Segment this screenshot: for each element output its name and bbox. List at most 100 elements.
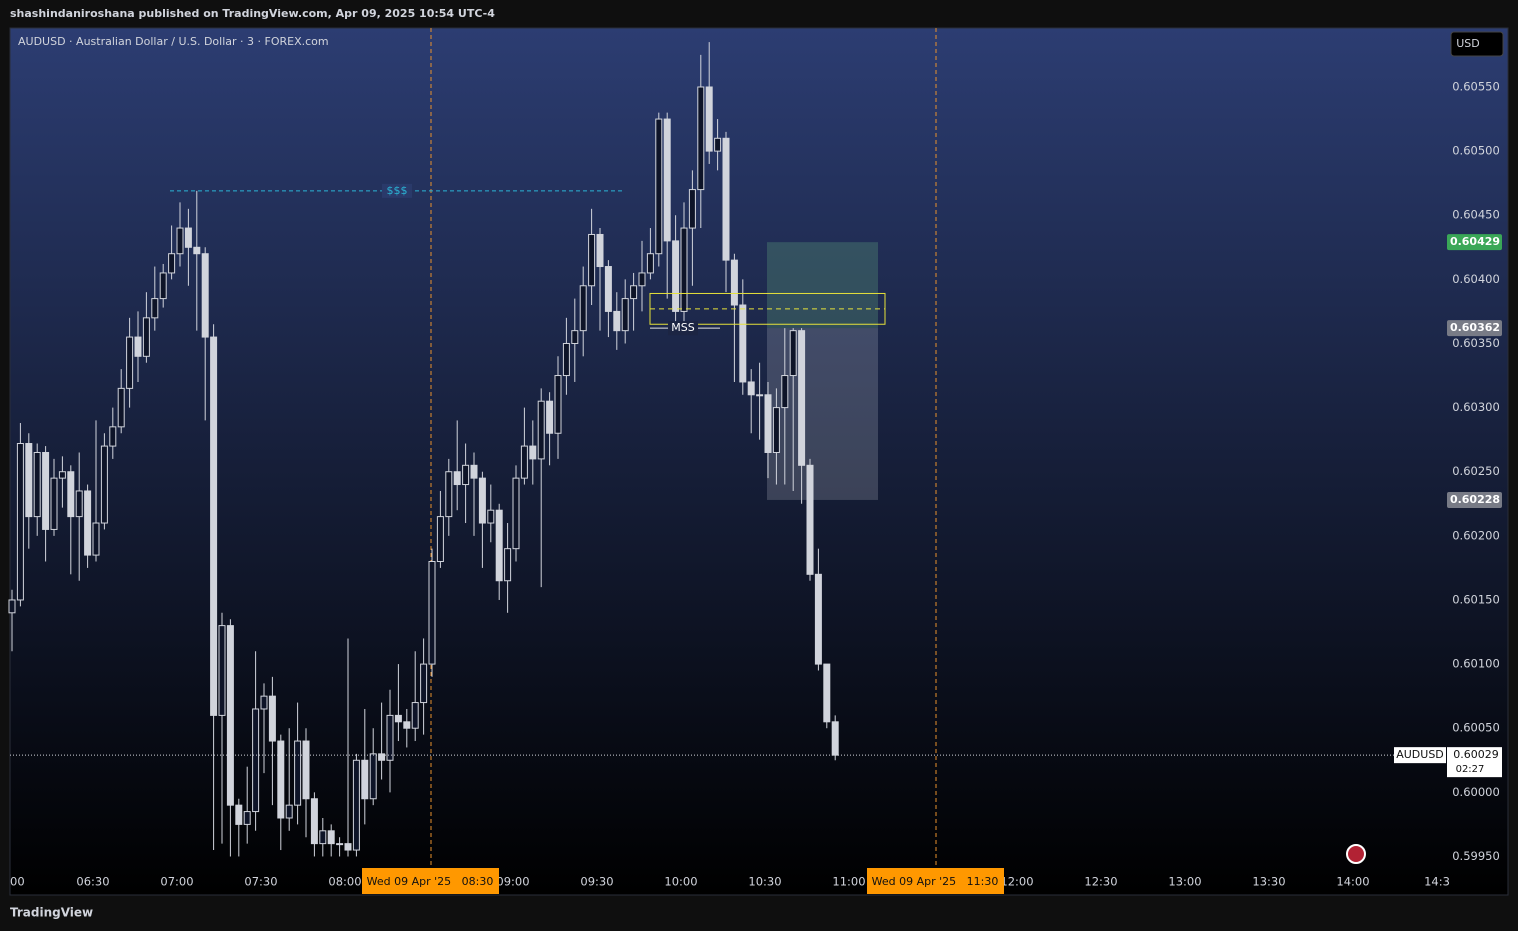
candle-body (210, 336, 218, 716)
candle-body (403, 721, 411, 729)
y-tick-label: 0.60450 (1452, 208, 1500, 222)
x-tick-label: 09:00 (496, 875, 529, 889)
x-tick-label: 08:00 (328, 875, 361, 889)
candle-body (621, 298, 629, 332)
y-tick-label: 0.60350 (1452, 336, 1500, 350)
y-tick-label: 0.60400 (1452, 272, 1500, 286)
candle-body (512, 477, 520, 550)
candle-body (680, 227, 688, 312)
candle-body (772, 407, 780, 453)
x-tick-label: 12:30 (1084, 875, 1117, 889)
candle-body (33, 451, 41, 518)
symbol-badge-label: AUDUSD (1396, 748, 1444, 761)
candle-body (798, 330, 806, 466)
candle-body (117, 387, 125, 428)
y-tick-label: 0.60200 (1452, 528, 1500, 542)
candle-body (487, 509, 495, 524)
currency-box[interactable] (1450, 31, 1504, 57)
candle-body (310, 798, 318, 845)
symbol-badge (1394, 747, 1446, 764)
candle-body (814, 573, 822, 665)
candle-body (764, 394, 772, 453)
candle-body (613, 310, 621, 332)
x-tick-label: 10:30 (748, 875, 781, 889)
candle-body (168, 253, 176, 274)
candle-body (336, 843, 344, 846)
candle-body (386, 714, 394, 761)
liquidity-label: $$$ (387, 184, 408, 197)
target-zone (767, 242, 878, 329)
x-tick-label: 13:30 (1252, 875, 1285, 889)
candle-body (319, 830, 327, 845)
candle-body (596, 233, 604, 268)
candle-body (243, 811, 251, 825)
candle-body (495, 509, 503, 582)
time-marker: Wed 09 Apr '25 08:30 (367, 875, 494, 888)
candle-body (126, 336, 134, 389)
candle-body (546, 400, 554, 434)
us-flag-icon[interactable] (1346, 844, 1366, 864)
price-badge-label: 0.60362 (1450, 321, 1500, 334)
candle-body (302, 740, 310, 800)
candle-body (436, 516, 444, 562)
candle-body (50, 477, 58, 530)
candle-body (655, 118, 663, 255)
candle-body (554, 375, 562, 434)
candle-body (781, 375, 789, 409)
candle-body (327, 830, 335, 845)
y-tick-label: 0.60300 (1452, 400, 1500, 414)
candle-body (579, 285, 587, 332)
x-tick-label: 07:00 (160, 875, 193, 889)
chart-panel (9, 27, 1509, 896)
candle-body (352, 759, 360, 851)
candle-body (67, 471, 75, 518)
y-tick-label: 0.60100 (1452, 657, 1500, 671)
candle-body (201, 253, 209, 338)
candle-body (714, 137, 722, 152)
candle-body (226, 625, 234, 806)
x-tick-label: 14:00 (1336, 875, 1369, 889)
candle-body (604, 266, 612, 312)
candle-body (806, 464, 814, 575)
y-tick-label: 0.60000 (1452, 785, 1500, 799)
price-badge-label: 0.60429 (1450, 235, 1500, 248)
x-tick-label: 11:00 (832, 875, 865, 889)
price-badge-label: 0.60228 (1450, 493, 1500, 506)
candle-body (75, 490, 83, 518)
time-marker-box (867, 868, 1004, 894)
x-tick-label: 13:00 (1168, 875, 1201, 889)
candle-body (428, 560, 436, 665)
candle-body (537, 400, 545, 460)
price-badge (1447, 491, 1502, 508)
candle-body (730, 259, 738, 306)
time-marker: Wed 09 Apr '25 11:30 (872, 875, 999, 888)
label-bg (382, 183, 412, 198)
candle-body (756, 394, 764, 397)
candle-body (411, 702, 419, 729)
candle-body (344, 843, 352, 851)
candle-body (789, 330, 797, 377)
y-tick-label: 0.60550 (1452, 79, 1500, 93)
x-tick-label: 06:30 (76, 875, 109, 889)
x-tick-label: 14:3 (1424, 875, 1450, 889)
candle-body (92, 522, 100, 556)
last-price-badge (1447, 747, 1502, 778)
candle-body (260, 695, 268, 710)
y-tick-label: 0.60250 (1452, 464, 1500, 478)
candle-body (630, 285, 638, 300)
candle-body (638, 272, 646, 287)
candle-body (697, 86, 705, 191)
candle-body (58, 471, 66, 479)
candle-body (562, 342, 570, 377)
candle-body (277, 740, 285, 819)
candle-body (134, 336, 142, 357)
candle-body (268, 695, 276, 742)
y-tick-label: 0.60500 (1452, 144, 1500, 158)
candle-body (663, 118, 671, 242)
candle-body (193, 246, 201, 255)
candle-body (462, 464, 470, 486)
candle-body (159, 272, 167, 300)
candle-body (504, 548, 512, 582)
candle-body (285, 804, 293, 819)
